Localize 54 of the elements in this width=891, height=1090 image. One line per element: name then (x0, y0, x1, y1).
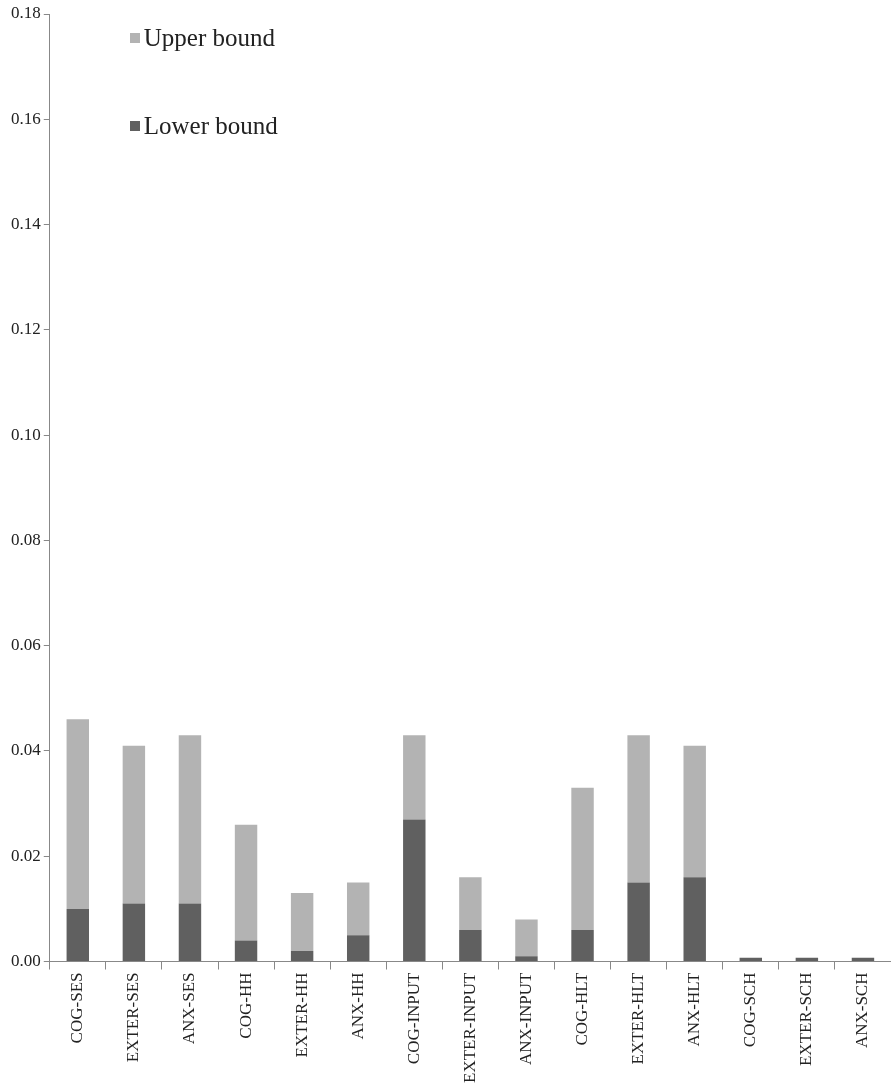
x-tick-label: EXTER-INPUT (459, 971, 479, 1083)
bar (683, 745, 706, 878)
x-tick-label: EXTER-SES (123, 972, 143, 1063)
bar (290, 950, 314, 962)
bar (795, 957, 819, 962)
bar (346, 882, 370, 936)
bar (66, 908, 90, 962)
x-tick-label: EXTER-HH (291, 972, 311, 1058)
bar (66, 719, 90, 909)
x-tick-label: ANX-SCH (852, 972, 872, 1049)
y-tick-label: 0.12 (11, 319, 41, 339)
bar (178, 735, 202, 904)
x-tick-label: EXTER-SCH (796, 972, 816, 1067)
y-tick-label: 0.16 (11, 108, 41, 128)
x-tick-label: COG-INPUT (403, 971, 423, 1065)
x-tick-label: COG-SES (67, 972, 87, 1044)
y-tick-label: 0.06 (11, 635, 41, 655)
y-tick-label: 0.10 (11, 424, 41, 444)
bar (627, 735, 650, 883)
bar (122, 903, 146, 962)
x-tick-label: COG-HLT (572, 971, 592, 1046)
bar (683, 877, 706, 962)
bar (627, 882, 650, 962)
y-tick-label: 0.04 (11, 740, 42, 760)
bar (851, 957, 875, 962)
x-tick-label: EXTER-HLT (628, 971, 648, 1065)
y-tick-label: 0.18 (11, 3, 41, 23)
bar (571, 929, 594, 962)
x-tick-label: COG-HH (235, 972, 255, 1039)
x-tick-label: COG-SCH (740, 972, 760, 1048)
x-tick-label: ANX-HLT (684, 971, 704, 1047)
legend-label: Lower bound (143, 112, 278, 140)
x-tick-label: ANX-INPUT (515, 971, 535, 1066)
x-tick-label: ANX-SES (179, 972, 199, 1045)
bar (346, 935, 370, 962)
bar (459, 877, 482, 930)
bar (178, 903, 202, 962)
x-tick-label: ANX-HH (347, 972, 367, 1040)
y-tick-label: 0.08 (11, 529, 41, 549)
bar (515, 956, 538, 962)
y-tick-label: 0.02 (11, 845, 41, 865)
bar (290, 893, 314, 951)
bar (515, 919, 538, 957)
bar (571, 787, 594, 930)
bar (122, 745, 146, 904)
legend-label: Upper bound (143, 24, 275, 52)
y-tick-label: 0.14 (11, 214, 42, 234)
bar (234, 940, 258, 962)
bar (234, 824, 258, 941)
bar (403, 819, 426, 962)
bar (403, 735, 426, 820)
bar (459, 929, 482, 962)
bar (739, 957, 763, 962)
y-tick-label: 0.00 (11, 950, 41, 970)
